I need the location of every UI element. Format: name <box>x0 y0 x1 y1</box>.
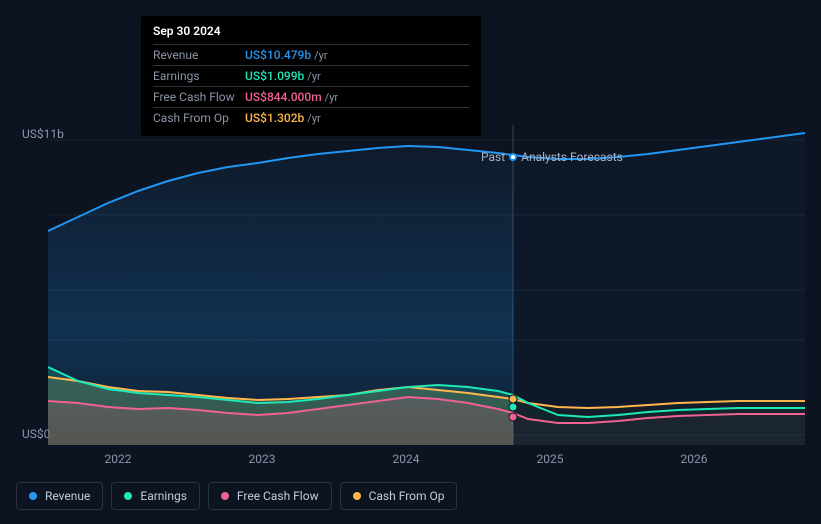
chart-area: US$11bUS$0 <box>16 125 805 445</box>
divider-marker-icon <box>509 153 517 161</box>
tooltip-row: EarningsUS$1.099b/yr <box>153 66 469 87</box>
tooltip-metric-value: US$844.000m <box>245 90 322 104</box>
legend-item[interactable]: Revenue <box>16 482 103 510</box>
legend-label: Earnings <box>140 489 187 503</box>
legend-dot-icon <box>353 492 361 500</box>
legend-label: Cash From Op <box>369 489 445 503</box>
tooltip-metric-unit: /yr <box>307 112 320 125</box>
x-axis-label: 2022 <box>105 452 132 466</box>
tooltip-metric-label: Revenue <box>153 48 245 62</box>
tooltip-metric-label: Free Cash Flow <box>153 90 245 104</box>
chart-tooltip: Sep 30 2024 RevenueUS$10.479b/yrEarnings… <box>141 16 481 136</box>
tooltip-metric-unit: /yr <box>325 91 338 104</box>
x-axis-label: 2024 <box>393 452 420 466</box>
forecast-label: Analysts Forecasts <box>521 150 623 164</box>
legend-dot-icon <box>124 492 132 500</box>
legend-item[interactable]: Earnings <box>111 482 200 510</box>
tooltip-metric-label: Cash From Op <box>153 111 245 125</box>
tooltip-row: Free Cash FlowUS$844.000m/yr <box>153 87 469 108</box>
chart-legend: Revenue Earnings Free Cash Flow Cash From O… <box>16 482 457 510</box>
tooltip-metric-value: US$1.099b <box>245 69 304 83</box>
past-forecast-divider: Past Analysts Forecasts <box>481 150 623 164</box>
legend-label: Free Cash Flow <box>237 489 319 503</box>
x-axis-label: 2026 <box>681 452 708 466</box>
x-axis-label: 2023 <box>249 452 276 466</box>
legend-item[interactable]: Cash From Op <box>340 482 458 510</box>
legend-dot-icon <box>221 492 229 500</box>
x-axis-label: 2025 <box>537 452 564 466</box>
tooltip-metric-value: US$10.479b <box>245 48 311 62</box>
tooltip-metric-label: Earnings <box>153 69 245 83</box>
past-label: Past <box>481 150 505 164</box>
tooltip-metric-value: US$1.302b <box>245 111 304 125</box>
financial-chart[interactable] <box>48 125 805 445</box>
tooltip-date: Sep 30 2024 <box>153 24 469 45</box>
tooltip-metric-unit: /yr <box>307 70 320 83</box>
tooltip-metric-unit: /yr <box>314 49 327 62</box>
tooltip-row: RevenueUS$10.479b/yr <box>153 45 469 66</box>
y-axis-label: US$0 <box>22 427 50 441</box>
tooltip-row: Cash From OpUS$1.302b/yr <box>153 108 469 128</box>
legend-label: Revenue <box>45 489 90 503</box>
legend-item[interactable]: Free Cash Flow <box>208 482 332 510</box>
legend-dot-icon <box>29 492 37 500</box>
